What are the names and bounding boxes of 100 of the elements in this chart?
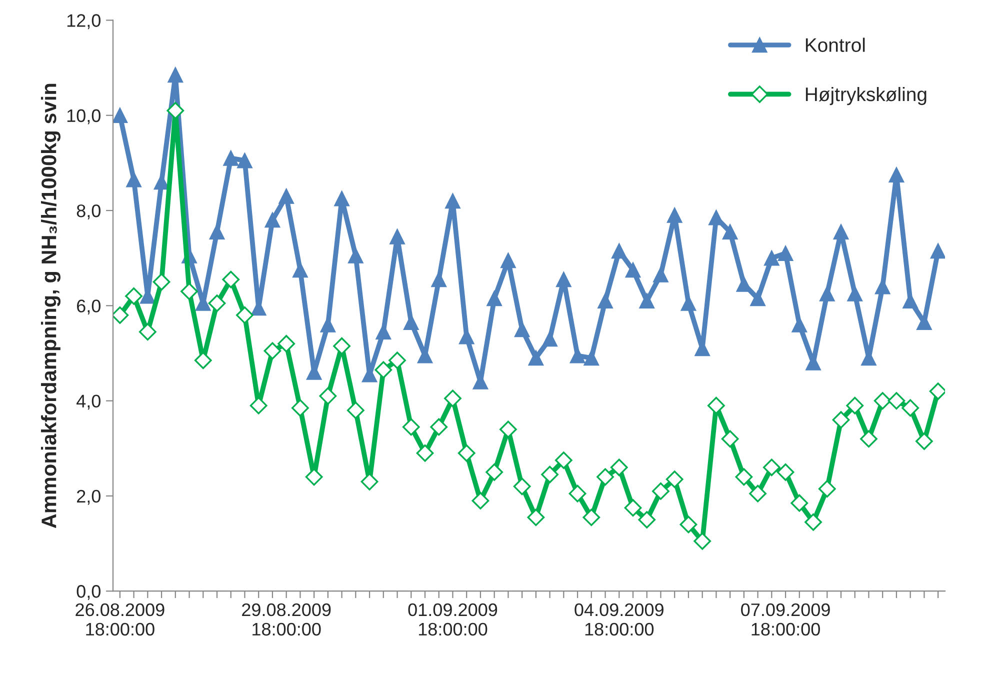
y-tick-label: 0,0 (76, 585, 100, 600)
point (708, 396, 725, 414)
point (570, 348, 586, 364)
point (430, 418, 448, 436)
point (305, 468, 323, 486)
point (125, 287, 142, 305)
y-tick-label: 4,0 (76, 394, 100, 410)
point (527, 508, 545, 526)
point (513, 478, 531, 496)
point (624, 499, 642, 517)
point (376, 324, 392, 340)
point (403, 314, 419, 330)
x-tick-label: 01.09.2009 18:00:00 (408, 603, 498, 636)
point (666, 208, 682, 223)
point (819, 286, 835, 302)
point (514, 322, 530, 338)
point (264, 342, 282, 360)
point (916, 432, 933, 450)
point (209, 224, 225, 240)
point (778, 246, 794, 261)
point (292, 262, 308, 278)
point (610, 458, 628, 476)
point (554, 452, 572, 469)
point (596, 468, 614, 486)
point (138, 323, 156, 341)
point (776, 463, 794, 481)
point (444, 390, 462, 408)
point (416, 444, 434, 462)
point (598, 293, 613, 309)
y-axis-title: Ammoniakfordampning, g NH₃/h/1000kg svin (40, 84, 60, 528)
point (542, 331, 558, 347)
point (264, 212, 280, 228)
point (792, 317, 808, 332)
point (320, 317, 336, 332)
point (833, 224, 849, 240)
point (278, 188, 294, 204)
point (721, 430, 739, 448)
legend-label: Højtrykskøling (806, 86, 926, 106)
point (292, 399, 309, 417)
point (445, 193, 460, 209)
x-tick-label: 04.09.2009 18:00:00 (574, 603, 664, 636)
point (652, 482, 670, 500)
point (348, 248, 364, 264)
point (346, 402, 364, 420)
y-tick-label: 10,0 (67, 109, 100, 124)
point (568, 484, 586, 502)
point (168, 67, 184, 83)
point (528, 350, 544, 366)
point (804, 513, 822, 531)
point (374, 361, 392, 379)
point (237, 152, 252, 168)
point (319, 387, 337, 405)
point (611, 243, 627, 259)
point (250, 396, 268, 414)
y-tick-label: 6,0 (77, 300, 100, 315)
point (458, 444, 476, 462)
y-tick-label: 2,0 (77, 490, 100, 505)
x-tick-label: 26.08.2009 18:00:00 (76, 603, 164, 636)
point (402, 418, 420, 436)
point (194, 352, 212, 370)
point (113, 108, 128, 124)
point (818, 480, 836, 498)
point (166, 102, 184, 120)
point (152, 273, 170, 291)
point (708, 210, 724, 226)
point (222, 270, 240, 288)
x-tick-label: 29.08.2009 18:00:00 (242, 603, 331, 636)
x-tick-label: 07.09.2009 18:00:00 (741, 603, 830, 636)
point (625, 262, 641, 278)
point (847, 286, 863, 302)
point (930, 243, 945, 259)
point (860, 430, 878, 448)
y-tick-label: 12,0 (67, 14, 100, 30)
point (694, 532, 712, 550)
point (638, 511, 656, 528)
point (582, 508, 600, 526)
point (666, 470, 684, 488)
point (486, 290, 502, 306)
point (556, 272, 572, 288)
point (486, 463, 504, 481)
point (764, 250, 780, 266)
point (126, 172, 142, 188)
point (888, 392, 906, 410)
point (790, 494, 808, 512)
point (680, 516, 698, 534)
point (762, 458, 780, 476)
point (584, 350, 600, 366)
point (472, 492, 490, 510)
point (431, 272, 447, 288)
point (722, 224, 738, 240)
point (874, 392, 892, 410)
point (333, 337, 350, 355)
point (180, 282, 198, 300)
point (388, 352, 406, 370)
point (750, 290, 766, 306)
y-tick-label: 8,0 (76, 204, 100, 220)
point (832, 411, 850, 429)
point (500, 252, 516, 268)
point (278, 335, 296, 352)
point (749, 484, 766, 502)
